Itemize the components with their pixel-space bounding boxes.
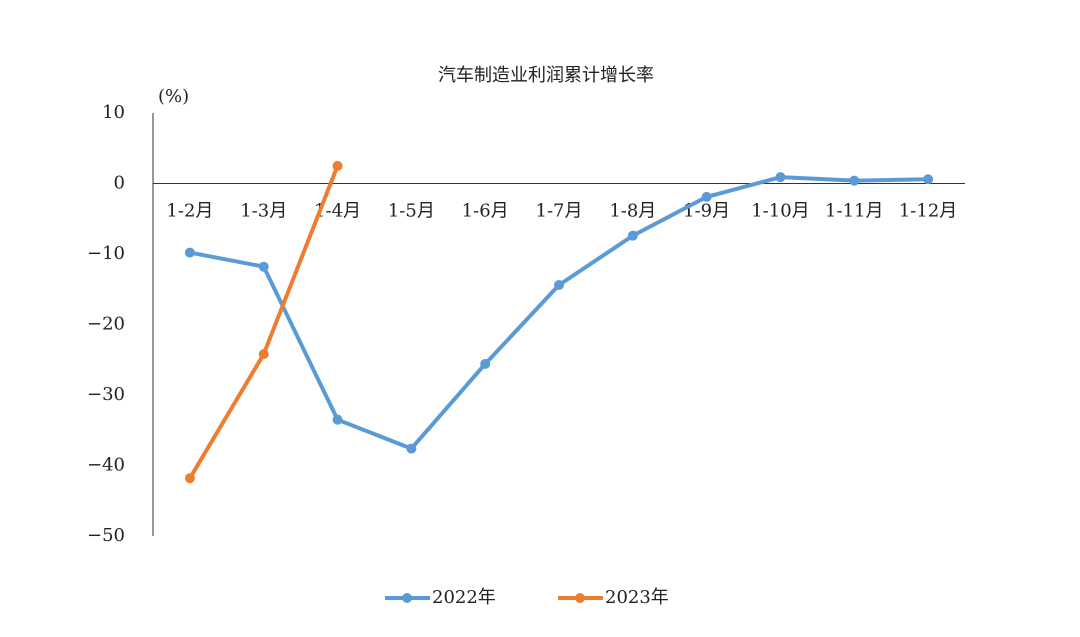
x-tick-label: 1-10月 — [751, 201, 809, 222]
data-point — [258, 349, 269, 360]
legend-label: 2023年 — [605, 587, 669, 608]
data-point — [332, 160, 343, 171]
data-point — [406, 443, 417, 454]
y-tick-label: 10 — [102, 102, 125, 123]
y-unit: (%) — [158, 86, 189, 107]
x-tick-label: 1-6月 — [462, 201, 509, 222]
chart-title: 汽车制造业利润累计增长率 — [438, 65, 654, 86]
legend-marker — [575, 593, 585, 603]
data-point — [701, 191, 712, 202]
y-tick-label: 0 — [114, 173, 125, 194]
legend-label: 2022年 — [432, 587, 496, 608]
data-point — [627, 230, 638, 241]
x-tick-label: 1-3月 — [240, 201, 287, 222]
x-tick-label: 1-11月 — [825, 201, 883, 222]
y-tick-label: −10 — [87, 243, 125, 264]
data-point — [923, 174, 934, 185]
legend-marker — [402, 593, 412, 603]
y-tick-label: −20 — [87, 314, 125, 335]
x-tick-label: 1-12月 — [899, 201, 957, 222]
y-tick-label: −30 — [87, 384, 125, 405]
data-point — [184, 473, 195, 484]
y-tick-label: −40 — [87, 455, 125, 476]
data-point — [184, 247, 195, 258]
data-point — [554, 280, 564, 291]
data-point — [258, 261, 269, 272]
data-point — [775, 172, 786, 183]
y-tick-label: −50 — [87, 525, 125, 546]
x-tick-label: 1-2月 — [166, 201, 213, 222]
data-point — [849, 175, 860, 186]
x-tick-label: 1-4月 — [314, 201, 361, 222]
data-point — [480, 358, 491, 369]
x-tick-label: 1-7月 — [536, 201, 583, 222]
x-tick-label: 1-9月 — [683, 201, 730, 222]
data-point — [332, 414, 343, 425]
x-tick-label: 1-8月 — [609, 201, 656, 222]
x-tick-label: 1-5月 — [388, 201, 435, 222]
